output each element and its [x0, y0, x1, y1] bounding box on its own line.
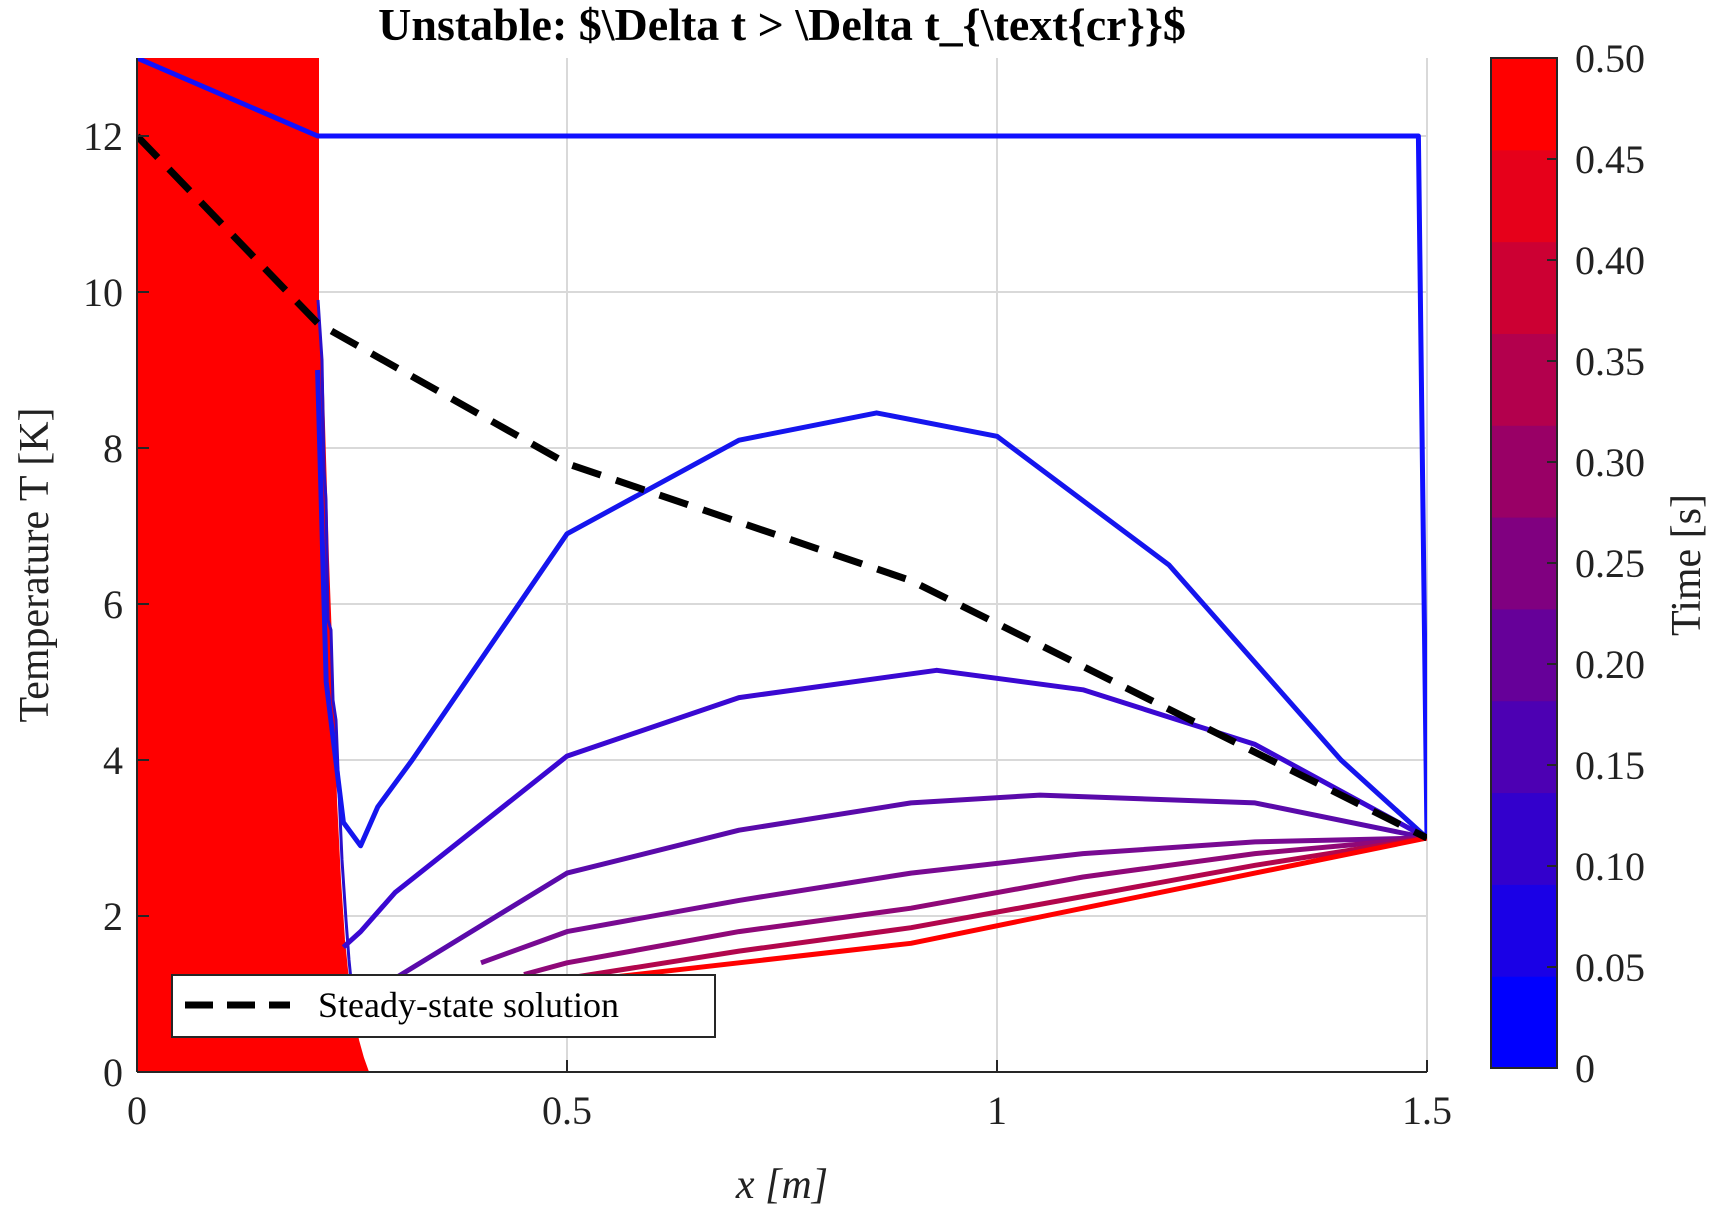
colorbar-segment: [1491, 792, 1557, 885]
colorbar-segment: [1491, 241, 1557, 334]
time-series-line: [137, 58, 1427, 839]
y-tick-label: 12: [83, 114, 123, 159]
x-tick-label: 1.5: [1402, 1088, 1452, 1133]
x-tick-label: 0: [127, 1088, 147, 1133]
colorbar-tick-label: 0.35: [1575, 339, 1645, 384]
colorbar-label: Time [s]: [1664, 494, 1710, 636]
colorbar-tick-label: 0.10: [1575, 844, 1645, 889]
time-series-line: [523, 835, 1427, 977]
y-axis-label: Temperature T [K]: [12, 407, 58, 722]
colorbar-segment: [1491, 517, 1557, 610]
y-tick-label: 4: [103, 738, 123, 783]
colorbar-tick-label: 0.50: [1575, 36, 1645, 81]
oscillation-edge: [316, 299, 354, 991]
colorbar-tick-label: 0.25: [1575, 541, 1645, 586]
legend-box: [171, 974, 716, 1038]
colorbar: 0 0.05 0.10 0.15 0.20 0.25 0.30 0.35 0.40 0.45 0.5…: [1490, 36, 1645, 1091]
unstable-oscillation-region: [137, 58, 370, 1072]
x-tick-label: 0.5: [542, 1088, 592, 1133]
x-ticks: 0 0.5 1 1.5: [127, 1060, 1452, 1133]
colorbar-tick-label: 0.05: [1575, 945, 1645, 990]
time-series-line: [480, 835, 1427, 966]
x-tick-label: 1: [987, 1088, 1007, 1133]
y-tick-label: 10: [83, 270, 123, 315]
colorbar-tick-label: 0: [1575, 1046, 1595, 1091]
colorbar-tick-label: 0.40: [1575, 238, 1645, 283]
legend: Steady-state solution: [171, 974, 716, 1038]
y-tick-label: 0: [103, 1050, 123, 1095]
time-series-line: [566, 835, 1427, 981]
legend-entry-steady-state: Steady-state solution: [318, 985, 619, 1025]
colorbar-segment: [1491, 58, 1557, 151]
time-series-line: [393, 792, 1427, 981]
colorbar-tick-label: 0.30: [1575, 440, 1645, 485]
colorbar-tick-label: 0.15: [1575, 743, 1645, 788]
chart-title: Unstable: $\Delta t > \Delta t_{\text{cr…: [378, 0, 1186, 50]
colorbar-segment: [1491, 608, 1557, 702]
y-tick-label: 8: [103, 426, 123, 471]
y-tick-label: 6: [103, 582, 123, 627]
colorbar-segment: [1491, 700, 1557, 794]
time-series-line: [341, 667, 1427, 950]
colorbar-segment: [1491, 976, 1557, 1069]
colorbar-tick-label: 0.20: [1575, 642, 1645, 687]
colorbar-segment: [1491, 884, 1557, 977]
time-series-line: [315, 369, 1427, 849]
colorbar-segment: [1491, 425, 1557, 518]
colorbar-segment: [1491, 149, 1557, 243]
x-axis-label: x [m]: [735, 1162, 828, 1208]
series-layer: [137, 58, 1427, 993]
y-ticks: 0 2 4 6 8 10 12: [83, 114, 149, 1095]
colorbar-segment: [1491, 333, 1557, 426]
colorbar-tick-label: 0.45: [1575, 137, 1645, 182]
y-tick-label: 2: [103, 894, 123, 939]
